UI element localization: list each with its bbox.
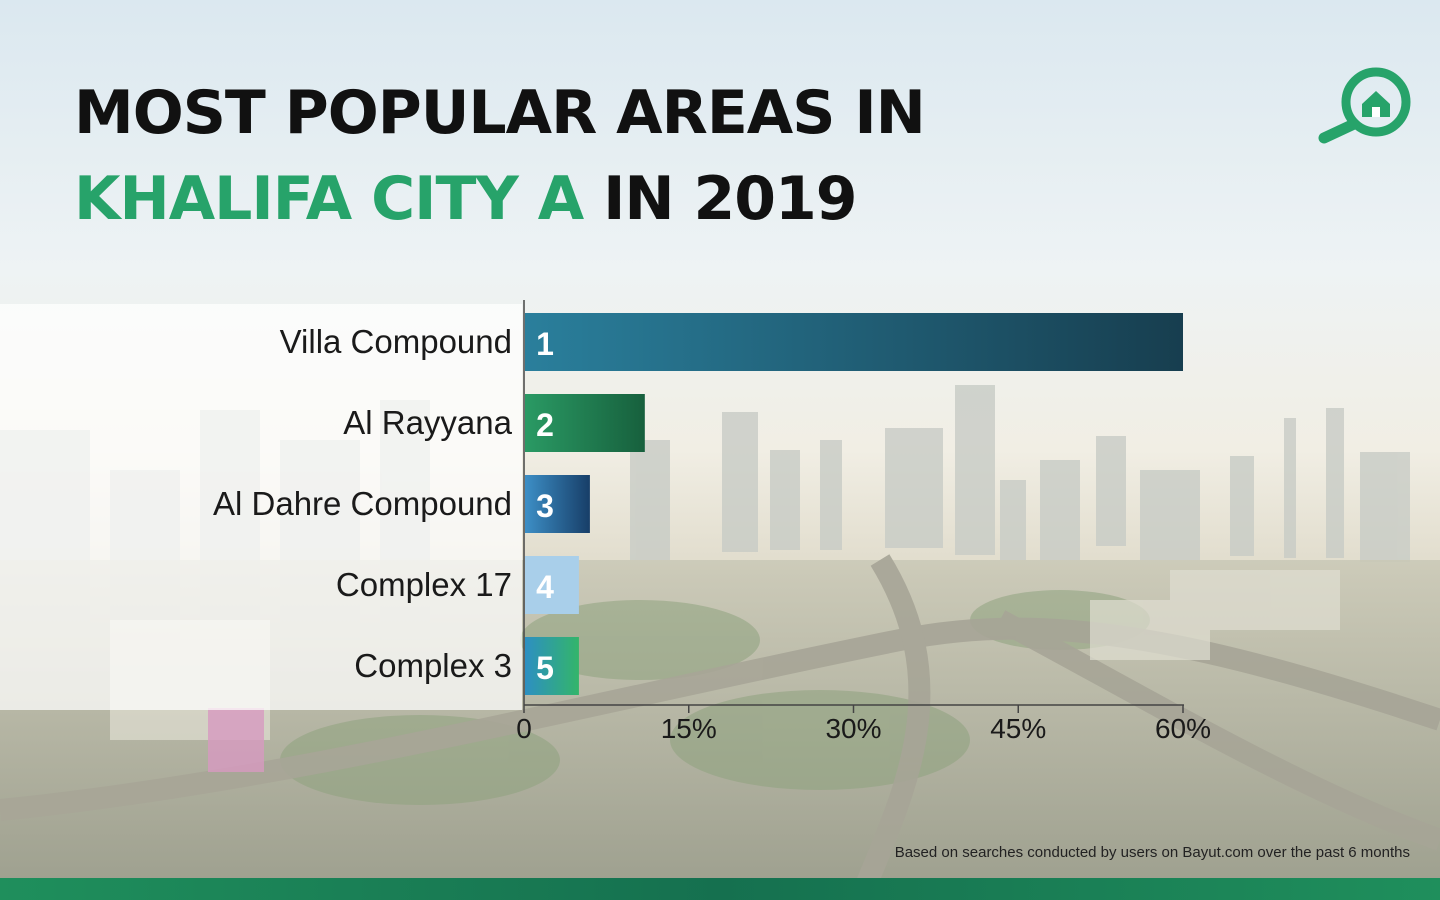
rank-label: 2 [536, 407, 554, 443]
category-label: Villa Compound [280, 323, 512, 360]
category-label: Al Dahre Compound [213, 485, 512, 522]
source-footnote: Based on searches conducted by users on … [894, 844, 1410, 861]
rank-label: 5 [536, 650, 554, 686]
rank-label: 4 [536, 569, 554, 605]
bar-5 [525, 637, 579, 695]
chart-title: MOST POPULAR AREAS IN KHALIFA CITY A IN … [74, 70, 926, 242]
search-home-icon [1318, 67, 1411, 144]
bar-3 [525, 475, 590, 533]
category-label: Al Rayyana [343, 404, 512, 441]
title-line-1: MOST POPULAR AREAS IN [74, 78, 926, 148]
title-highlight: KHALIFA CITY A [74, 164, 584, 234]
rank-label: 1 [536, 326, 554, 362]
bar-chart: Villa Compound 1 Al Rayyana 2 Al Dahre Compo… [213, 300, 1211, 744]
bottom-accent-bar [0, 878, 1440, 900]
x-tick-label: 45% [990, 713, 1046, 744]
bar-2 [525, 394, 645, 452]
category-label: Complex 17 [336, 566, 512, 603]
title-line-2-rest: IN 2019 [603, 164, 857, 234]
label-panel [0, 304, 522, 710]
category-label: Complex 3 [354, 647, 512, 684]
bar-4 [525, 556, 579, 614]
x-tick-label: 30% [825, 713, 881, 744]
x-tick-label: 15% [661, 713, 717, 744]
bar-1 [525, 313, 1183, 371]
x-tick-label: 60% [1155, 713, 1211, 744]
rank-label: 3 [536, 488, 554, 524]
x-tick-label: 0 [516, 713, 532, 744]
